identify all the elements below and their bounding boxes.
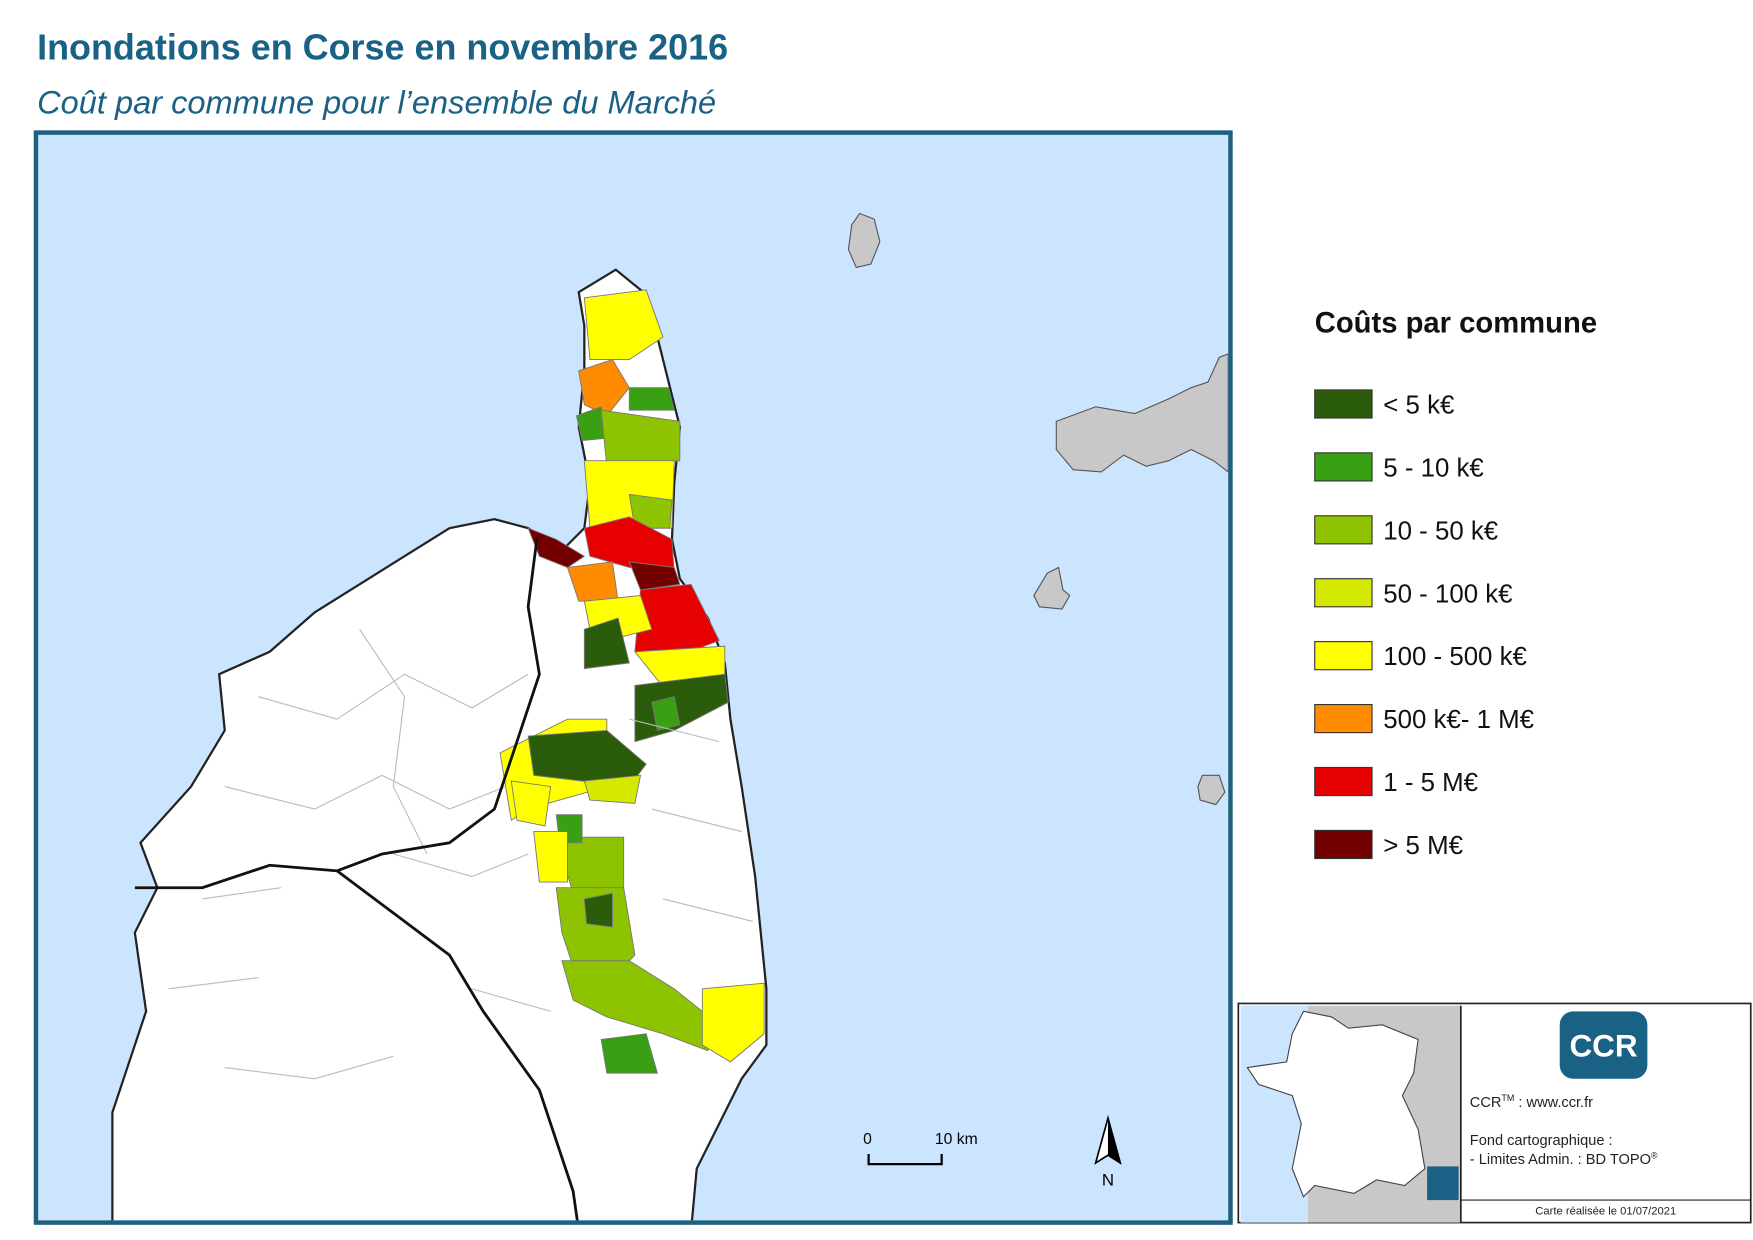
commune-area xyxy=(583,289,664,361)
island xyxy=(847,212,881,269)
title: Inondations en Corse en novembre 2016 xyxy=(37,27,728,68)
basemap-sup: ® xyxy=(1651,1151,1658,1161)
scale-start: 0 xyxy=(863,1131,872,1148)
commune-area xyxy=(583,892,613,928)
inset: CCR CCRTM : www.ccr.fr Fond cartographiq… xyxy=(1237,1002,1752,1224)
island xyxy=(1055,353,1229,473)
site-url: : www.ccr.fr xyxy=(1514,1095,1593,1111)
island xyxy=(1197,774,1226,806)
scale-bar: 0 10 km xyxy=(863,1131,978,1166)
commune-area xyxy=(628,493,673,529)
commune-area xyxy=(510,780,552,827)
scale-line xyxy=(867,1154,943,1166)
inset-highlight xyxy=(1427,1166,1459,1201)
legend-label: 5 - 10 k€ xyxy=(1383,454,1484,482)
north-label: N xyxy=(1102,1171,1114,1190)
commune-area xyxy=(628,561,681,591)
legend-label: 100 - 500 k€ xyxy=(1383,643,1527,671)
commune-areas xyxy=(499,289,765,1074)
map-area: 0 10 km N xyxy=(38,134,1229,1221)
north-arrow: N xyxy=(1094,1114,1122,1190)
map-frame xyxy=(33,130,1233,1225)
legend-label: > 5 M€ xyxy=(1383,832,1463,860)
commune-area xyxy=(527,527,586,568)
commune-area xyxy=(600,1033,658,1074)
legend-label: 1 - 5 M€ xyxy=(1383,769,1478,797)
legend-label: 500 k€- 1 M€ xyxy=(1383,706,1534,734)
commune-area xyxy=(578,359,630,417)
basemap: - Limites Admin. : BD TOPO® xyxy=(1470,1151,1658,1169)
legend-swatch xyxy=(1314,515,1373,545)
department-boundaries xyxy=(134,536,579,1221)
scale-end: 10 km xyxy=(935,1131,978,1148)
legend-swatch xyxy=(1314,766,1373,797)
commune-area xyxy=(583,774,642,804)
commune-boundaries xyxy=(168,628,754,1080)
map-date: Carte réalisée le 01/07/2021 xyxy=(1535,1206,1676,1218)
legend-swatch xyxy=(1314,703,1373,734)
island xyxy=(1033,566,1071,610)
logo-text: CCR xyxy=(1569,1028,1637,1063)
legend-swatch xyxy=(1314,829,1373,860)
commune-area xyxy=(533,831,568,883)
legend-title: Coûts par commune xyxy=(1315,308,1597,340)
legend-swatch xyxy=(1314,389,1373,419)
site-name: CCR xyxy=(1470,1095,1502,1111)
legend-label: < 5 k€ xyxy=(1383,392,1454,420)
basemap-title: Fond cartographique : xyxy=(1470,1133,1613,1149)
legend-label: 10 - 50 k€ xyxy=(1383,517,1498,545)
subtitle: Coût par commune pour l’ensemble du Marc… xyxy=(37,84,716,120)
commune-area xyxy=(651,696,681,731)
commune-area xyxy=(701,982,765,1063)
legend-swatch xyxy=(1314,578,1373,608)
legend-swatch xyxy=(1314,452,1373,482)
commune-area xyxy=(628,387,675,411)
logo xyxy=(1559,1011,1648,1079)
commune-area xyxy=(600,409,681,467)
legend: Coûts par commune < 5 k€ 5 - 10 k€ 10 - 50… xyxy=(1314,308,1597,860)
commune-area xyxy=(561,960,709,1052)
commune-area xyxy=(583,617,630,670)
inset-france xyxy=(1246,1010,1426,1198)
legend-swatch xyxy=(1314,641,1373,671)
legend-label: 50 - 100 k€ xyxy=(1383,580,1512,608)
site-sup: TM xyxy=(1501,1093,1514,1103)
site: CCRTM : www.ccr.fr xyxy=(1470,1093,1593,1111)
basemap-source: - Limites Admin. : BD TOPO xyxy=(1470,1152,1651,1168)
